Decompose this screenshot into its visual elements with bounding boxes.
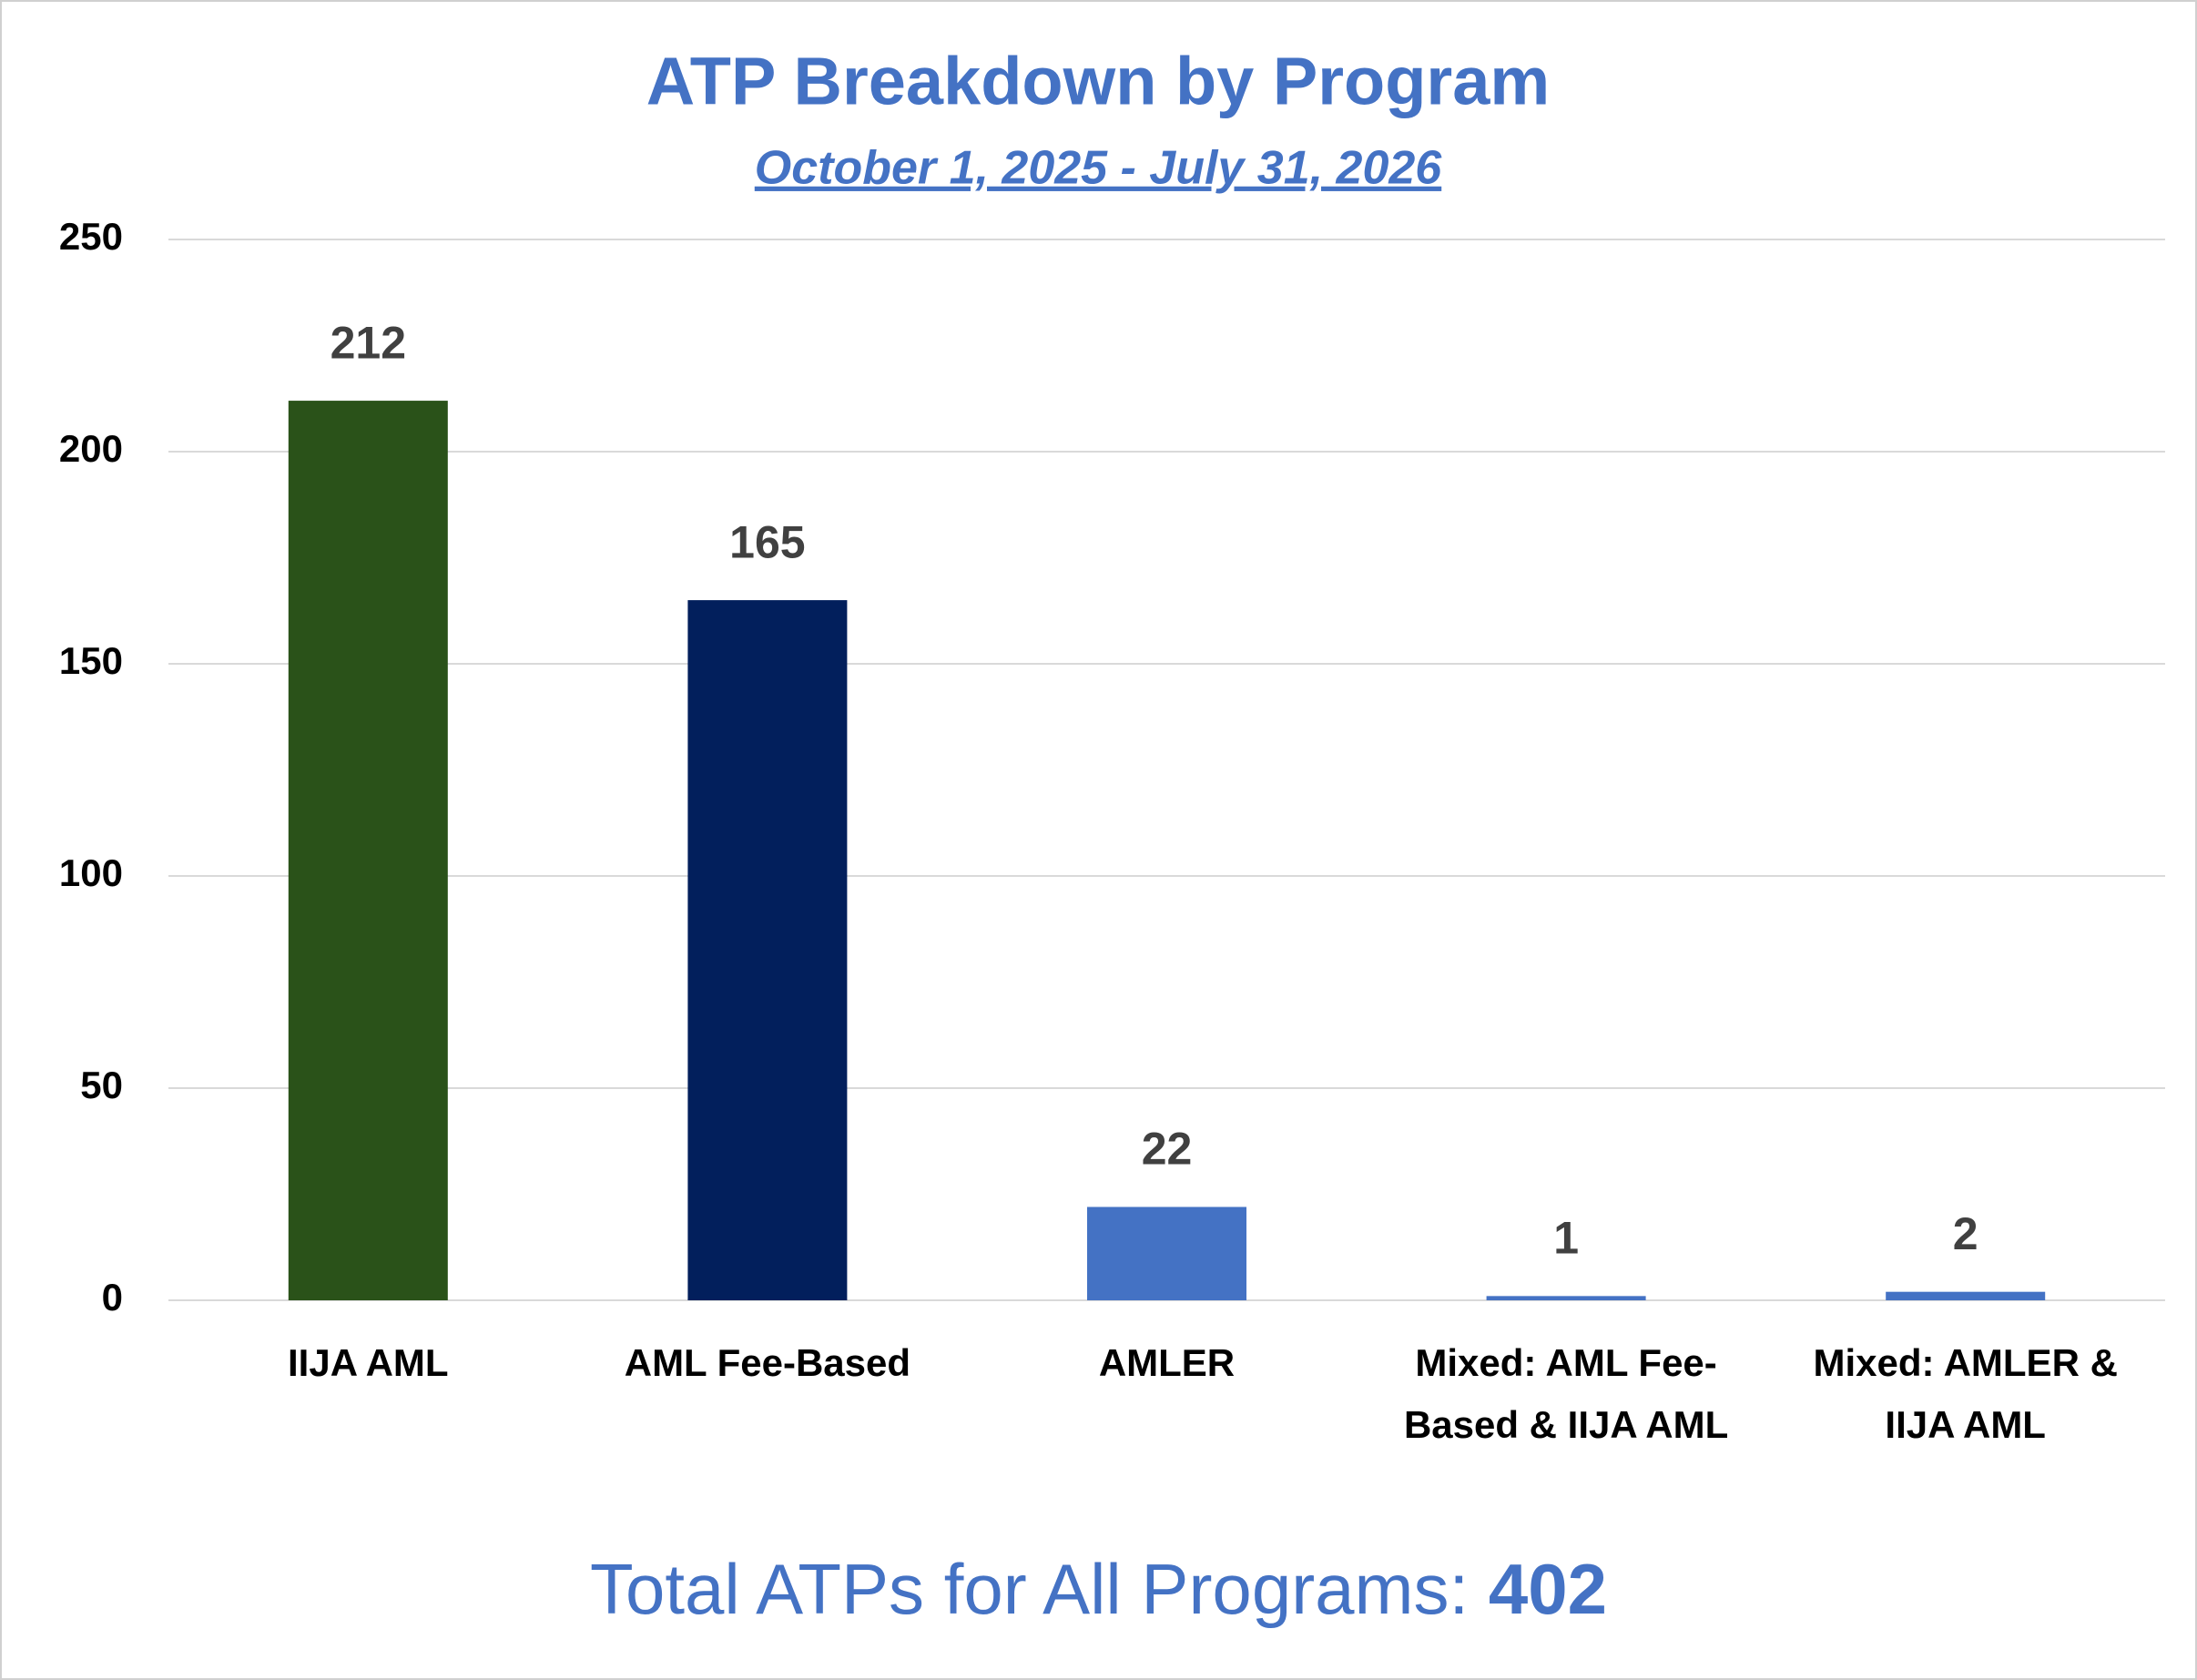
- footer: Total ATPs for All Programs: 402: [0, 1548, 2197, 1631]
- chart-subtitle: October 1, 2025 - July 31, 2026: [755, 142, 1443, 195]
- y-tick-label: 200: [59, 427, 123, 470]
- value-label: 1: [1553, 1213, 1579, 1264]
- y-tick-label: 50: [80, 1064, 123, 1106]
- value-label: 212: [331, 317, 406, 368]
- x-tick-label: IIJA AML: [288, 1341, 449, 1384]
- value-label: 22: [1142, 1124, 1193, 1175]
- y-tick-label: 150: [59, 639, 123, 682]
- x-tick-label: AML Fee-Based: [624, 1341, 911, 1384]
- bar: [1886, 1291, 2046, 1300]
- bar: [288, 401, 448, 1301]
- value-label: 165: [729, 516, 805, 567]
- y-tick-label: 0: [102, 1276, 123, 1319]
- x-tick-label: Mixed: AMLER & IIJA AML: [1813, 1341, 2118, 1446]
- chart-title: ATP Breakdown by Program: [646, 44, 1550, 119]
- bar: [687, 600, 848, 1300]
- footer-total: 402: [1488, 1549, 1608, 1629]
- bar: [1486, 1296, 1646, 1300]
- x-tick-label: AMLER: [1098, 1341, 1236, 1384]
- bar: [1087, 1207, 1246, 1300]
- y-tick-label: 100: [59, 851, 123, 894]
- footer-label: Total ATPs for All Programs:: [589, 1549, 1470, 1629]
- value-label: 2: [1953, 1208, 1978, 1259]
- y-tick-label: 250: [59, 215, 123, 258]
- x-tick-label: Mixed: AML Fee-Based & IIJA AML: [1403, 1341, 1729, 1446]
